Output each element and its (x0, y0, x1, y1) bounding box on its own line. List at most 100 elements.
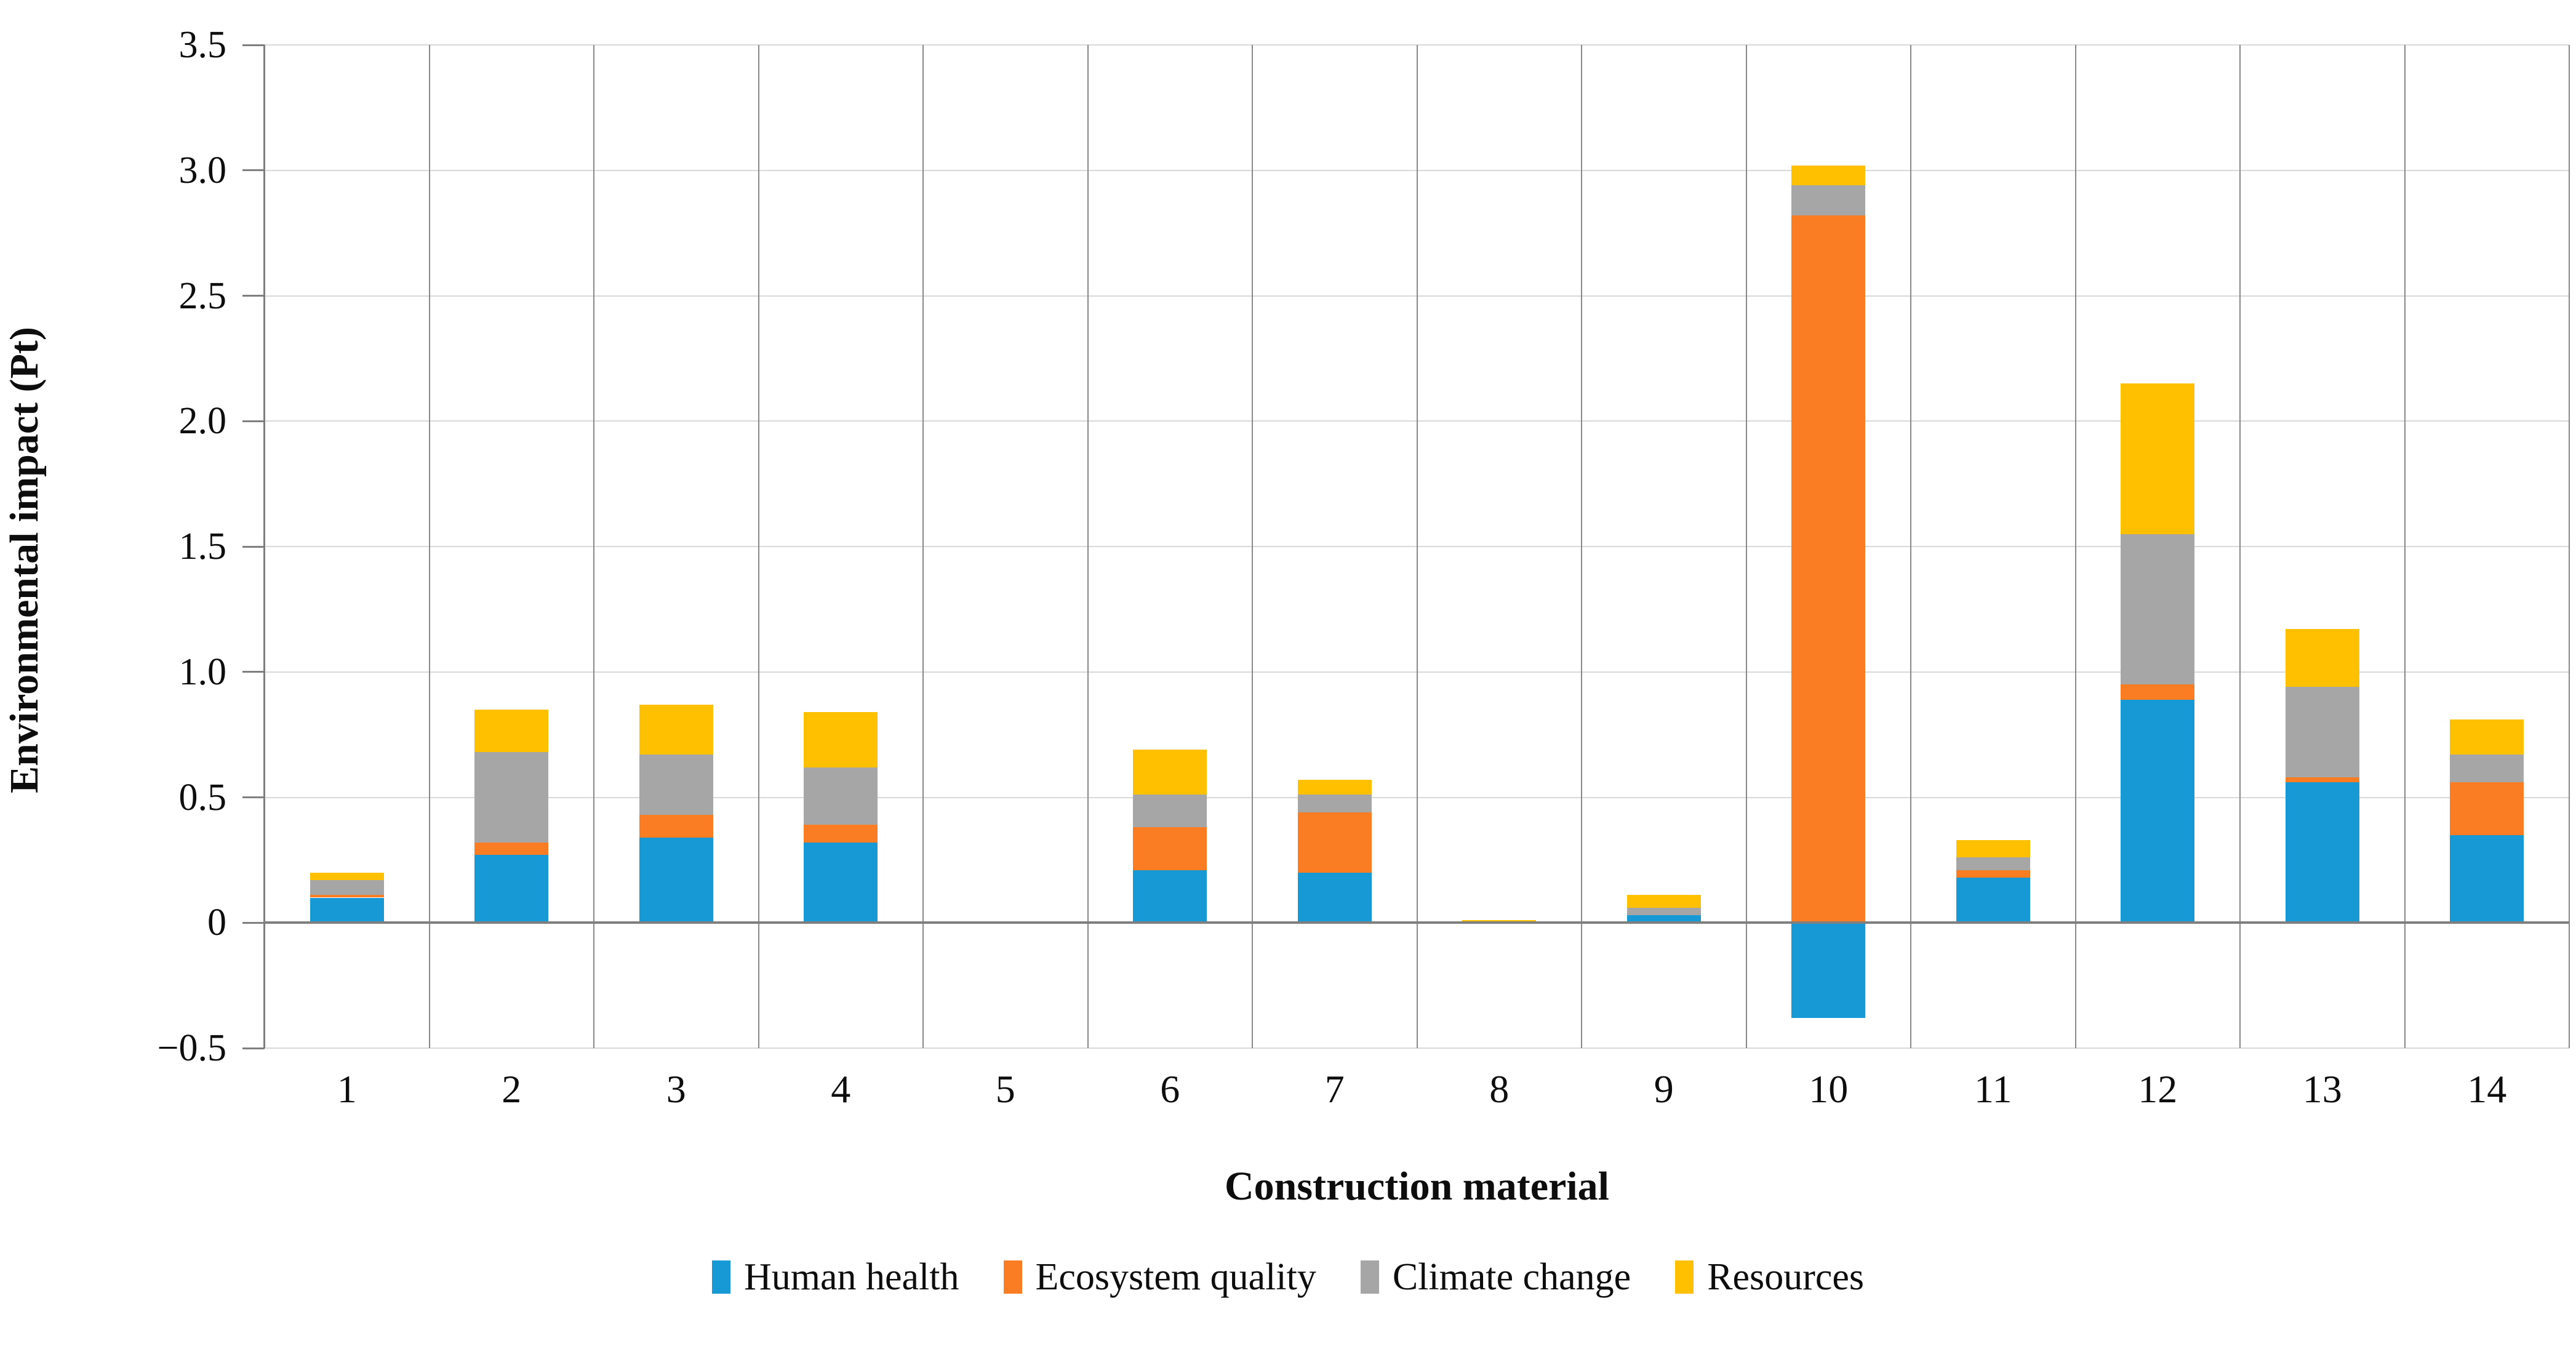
x-tick-label: 14 (2467, 1067, 2507, 1111)
bar-segment-ecosystem-quality (1791, 215, 1866, 923)
y-axis-tick-mark (242, 921, 265, 924)
y-tick-label: 2.5 (178, 274, 227, 317)
y-axis-tick-mark (242, 796, 265, 798)
legend-swatch-icon (1003, 1260, 1022, 1294)
bar-segment-resources (1791, 165, 1866, 186)
bar-segment-human-health (2285, 782, 2359, 923)
bar-segment-human-health (2121, 699, 2195, 923)
bar-segment-human-health (2450, 835, 2524, 923)
vertical-gridline (922, 45, 924, 1048)
y-axis-tick-mark (242, 420, 265, 422)
bar-segment-ecosystem-quality (639, 815, 713, 838)
bar-segment-ecosystem-quality (310, 895, 384, 898)
vertical-gridline (2569, 45, 2570, 1048)
vertical-gridline (1745, 45, 1747, 1048)
x-axis-title: Construction material (1224, 1164, 1610, 1209)
x-tick-label: 13 (2302, 1067, 2342, 1111)
x-tick-label: 3 (666, 1067, 686, 1111)
bar-segment-resources (1626, 895, 1701, 908)
vertical-gridline (1910, 45, 1911, 1048)
bar-segment-climate-change (2285, 687, 2359, 777)
legend: Human health Ecosystem quality Climate cha… (0, 1256, 2576, 1299)
x-tick-label: 1 (337, 1067, 357, 1111)
vertical-gridline (593, 45, 594, 1048)
bar-segment-climate-change (1791, 185, 1866, 216)
zero-axis-line (265, 921, 2569, 924)
bar-segment-human-health (1791, 923, 1866, 1019)
bar-segment-resources (804, 711, 878, 767)
y-tick-label: 1.0 (178, 651, 227, 693)
x-tick-label: 2 (502, 1067, 522, 1111)
bar-segment-resources (1297, 779, 1372, 795)
bar-segment-human-health (1297, 872, 1372, 923)
y-axis-tick-mark (242, 295, 265, 297)
y-tick-label: −0.5 (157, 1027, 226, 1069)
y-tick-label: 0 (207, 902, 226, 944)
y-axis-tick-mark (242, 1047, 265, 1049)
legend-label: Resources (1707, 1256, 1864, 1298)
bar-segment-human-health (804, 842, 878, 923)
bar-segment-climate-change (639, 755, 713, 815)
vertical-gridline (2239, 45, 2241, 1048)
bar-segment-ecosystem-quality (1133, 827, 1207, 870)
bar-segment-climate-change (1956, 857, 2030, 870)
x-tick-label: 10 (1809, 1067, 1849, 1111)
bar-segment-human-health (310, 897, 384, 923)
bar-segment-climate-change (2121, 534, 2195, 685)
bar-segment-resources (1462, 920, 1537, 923)
bar-segment-resources (474, 709, 549, 753)
legend-item-climate-change: Climate change (1360, 1256, 1631, 1299)
y-tick-label: 1.5 (178, 526, 227, 567)
bar-segment-climate-change (1626, 907, 1701, 916)
y-axis-tick-mark (242, 169, 265, 172)
vertical-gridline (2404, 45, 2406, 1048)
x-tick-label: 4 (831, 1067, 851, 1111)
bar-segment-resources (310, 872, 384, 880)
bar-segment-ecosystem-quality (1297, 812, 1372, 873)
vertical-gridline (1416, 45, 1418, 1048)
y-axis-line (263, 45, 265, 1048)
bar-segment-ecosystem-quality (474, 842, 549, 855)
bar-segment-ecosystem-quality (804, 825, 878, 843)
y-tick-label: 3.0 (178, 149, 227, 191)
x-tick-label: 5 (995, 1067, 1015, 1111)
x-tick-label: 8 (1489, 1067, 1510, 1111)
y-tick-label: 2.0 (178, 400, 227, 443)
bar-segment-ecosystem-quality (1956, 870, 2030, 878)
bar-segment-ecosystem-quality (2450, 782, 2524, 835)
legend-swatch-icon (1675, 1260, 1694, 1294)
bar-segment-ecosystem-quality (2121, 684, 2195, 700)
y-axis-tick-mark (242, 671, 265, 673)
bar-segment-resources (2285, 629, 2359, 687)
x-tick-label: 7 (1324, 1067, 1345, 1111)
bar-segment-resources (1956, 839, 2030, 858)
bar-segment-resources (1133, 750, 1207, 795)
bar-segment-climate-change (2450, 755, 2524, 783)
vertical-gridline (2074, 45, 2076, 1048)
bar-segment-human-health (474, 855, 549, 923)
legend-swatch-icon (712, 1260, 730, 1294)
bar-segment-resources (2450, 719, 2524, 755)
bar-segment-climate-change (310, 879, 384, 895)
vertical-gridline (1252, 45, 1253, 1048)
legend-item-resources: Resources (1675, 1256, 1864, 1299)
legend-label: Human health (744, 1256, 959, 1298)
legend-label: Climate change (1392, 1256, 1631, 1298)
x-tick-label: 6 (1160, 1067, 1180, 1111)
bar-segment-ecosystem-quality (2285, 777, 2359, 783)
x-tick-label: 11 (1974, 1067, 2012, 1111)
legend-swatch-icon (1360, 1260, 1379, 1294)
x-tick-label: 12 (2138, 1067, 2178, 1111)
bar-segment-climate-change (1297, 795, 1372, 812)
bar-segment-climate-change (474, 752, 549, 843)
vertical-gridline (758, 45, 759, 1048)
y-axis-tick-mark (242, 545, 265, 548)
vertical-gridline (1581, 45, 1582, 1048)
bar-segment-human-health (1956, 877, 2030, 923)
legend-item-ecosystem-quality: Ecosystem quality (1003, 1256, 1316, 1299)
bar-segment-human-health (1626, 915, 1701, 923)
legend-label: Ecosystem quality (1035, 1256, 1316, 1298)
vertical-gridline (428, 45, 430, 1048)
y-axis-tick-mark (242, 44, 265, 46)
